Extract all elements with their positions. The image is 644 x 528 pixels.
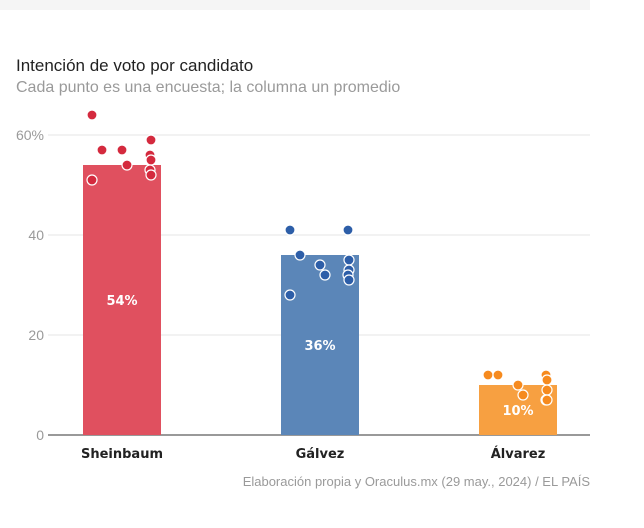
y-tick-label: 60% [16, 127, 44, 143]
poll-point [541, 384, 553, 396]
poll-point [319, 269, 331, 281]
y-tick-label: 20 [28, 327, 44, 343]
category-label: Gálvez [296, 447, 345, 462]
poll-point [96, 144, 108, 156]
poll-point [284, 224, 296, 236]
category-label: Sheinbaum [81, 447, 163, 462]
poll-point [342, 224, 354, 236]
poll-point [343, 254, 355, 266]
poll-point [145, 154, 157, 166]
poll-point [86, 174, 98, 186]
poll-point [314, 259, 326, 271]
bar-value-label: 54% [106, 294, 137, 309]
poll-point [541, 394, 553, 406]
chart-title: Intención de voto por candidato [16, 56, 254, 75]
poll-point [145, 134, 157, 146]
bar-gálvez [281, 255, 359, 435]
chart-subtitle: Cada punto es una encuesta; la columna u… [16, 79, 401, 96]
poll-point [116, 144, 128, 156]
poll-point [294, 249, 306, 261]
top-bar [0, 0, 590, 10]
y-tick-label: 40 [28, 227, 44, 243]
bar-sheinbaum [83, 165, 161, 435]
poll-point [121, 159, 133, 171]
source-note: Elaboración propia y Oraculus.mx (29 may… [242, 474, 590, 489]
poll-point [512, 379, 524, 391]
poll-point [145, 169, 157, 181]
bar-value-label: 36% [304, 339, 335, 354]
category-label: Álvarez [491, 446, 546, 462]
poll-point [86, 109, 98, 121]
poll-point [343, 274, 355, 286]
poll-point [284, 289, 296, 301]
poll-point [517, 389, 529, 401]
y-tick-label: 0 [36, 427, 44, 443]
bar-value-label: 10% [502, 404, 533, 419]
poll-point [482, 369, 494, 381]
poll-point [492, 369, 504, 381]
poll-point [541, 374, 553, 386]
